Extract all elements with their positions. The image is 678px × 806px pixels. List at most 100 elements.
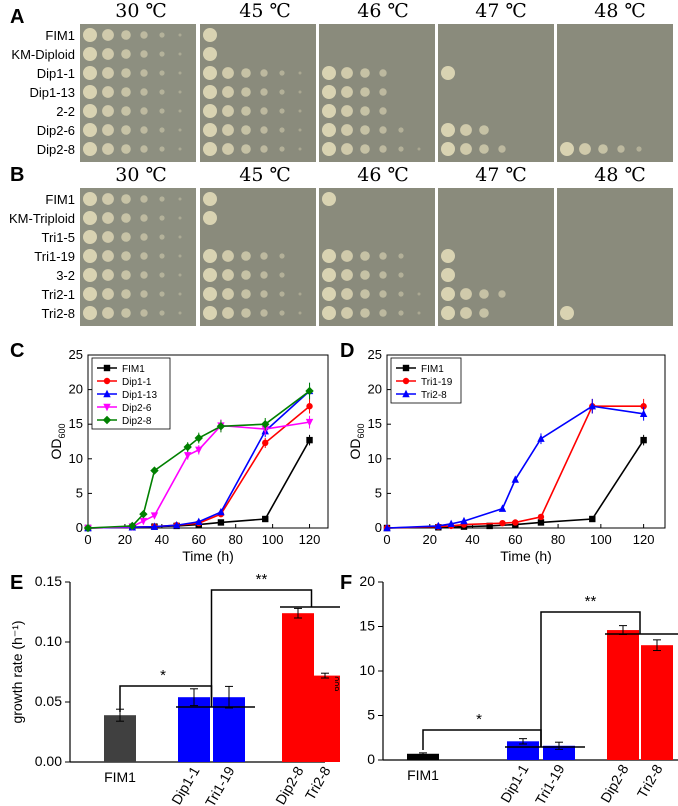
- temp-label: 45 ℃: [239, 164, 291, 186]
- data-point: [103, 377, 111, 385]
- x-tick-label: Tri1-19: [532, 761, 568, 806]
- colony-spot: [322, 66, 336, 80]
- colony-spot: [178, 292, 182, 296]
- colony-spot: [178, 235, 182, 239]
- temp-label: 48 ℃: [594, 164, 646, 186]
- colony-spot: [241, 144, 251, 154]
- colony-spot: [398, 310, 404, 316]
- growth-rate-bar-chart-e: 0.00 0.05 0.10 0.15 growth rate (h⁻¹) FIM1 Dip…: [9, 572, 340, 806]
- strain-label: KM-Triploid: [9, 211, 75, 226]
- legend-label: Dip2-6: [122, 403, 152, 414]
- data-point: [150, 466, 159, 475]
- colony-spot: [102, 143, 114, 155]
- colony-spot: [140, 69, 148, 77]
- x-tick-label: 60: [192, 532, 206, 547]
- y-tick-label: 5: [367, 707, 375, 723]
- agar-plate: [80, 188, 196, 326]
- strain-label: FIM1: [45, 28, 75, 43]
- colony-spot: [83, 66, 97, 80]
- colony-spot: [341, 143, 353, 155]
- significance-mark: **: [585, 593, 597, 610]
- data-point: [195, 446, 203, 455]
- colony-spot: [178, 147, 182, 151]
- data-point: [216, 422, 226, 431]
- strain-label: Dip1-1: [36, 66, 75, 81]
- y-axis-label: OD600: [347, 423, 366, 459]
- colony-spot: [121, 144, 131, 154]
- colony-spot: [298, 71, 302, 75]
- bar: [104, 715, 136, 762]
- colony-spot: [479, 125, 489, 135]
- colony-spot: [360, 68, 370, 78]
- colony-spot: [360, 308, 370, 318]
- colony-spot: [121, 68, 131, 78]
- colony-spot: [102, 67, 114, 79]
- y-axis-subscript: 600: [335, 676, 341, 691]
- plate-images-a: [80, 24, 673, 162]
- colony-spot: [417, 311, 421, 315]
- colony-spot: [121, 251, 131, 261]
- colony-spot: [121, 106, 131, 116]
- colony-spot: [341, 307, 353, 319]
- colony-spot: [102, 307, 114, 319]
- colony-spot: [222, 124, 234, 136]
- colony-spot: [178, 197, 182, 201]
- colony-spot: [279, 89, 285, 95]
- colony-spot: [417, 292, 421, 296]
- colony-spot: [102, 212, 114, 224]
- colony-spot: [159, 89, 165, 95]
- data-point: [434, 521, 443, 530]
- colony-spot: [279, 146, 285, 152]
- colony-spot: [159, 51, 165, 57]
- colony-spot: [260, 69, 268, 77]
- colony-spot: [121, 30, 131, 40]
- colony-spot: [203, 142, 217, 156]
- y-tick-label: 25: [368, 347, 382, 362]
- colony-spot: [341, 250, 353, 262]
- bar: [543, 745, 575, 760]
- colony-spot: [398, 127, 404, 133]
- strain-label: Dip2-6: [36, 123, 75, 138]
- colony-spot: [159, 234, 165, 240]
- colony-spot: [102, 124, 114, 136]
- y-axis-subscript: 600: [356, 423, 366, 438]
- panel-label-f: F: [340, 572, 353, 594]
- colony-spot: [279, 291, 285, 297]
- colony-spot: [83, 192, 97, 206]
- colony-spot: [241, 289, 251, 299]
- series-tri1-19: [383, 398, 647, 532]
- colony-spot: [203, 268, 217, 282]
- x-tick-label: 20: [423, 532, 437, 547]
- x-tick-label: Tri1-19: [202, 763, 238, 806]
- colony-spot: [360, 106, 370, 116]
- colony-spot: [241, 87, 251, 97]
- colony-spot: [260, 88, 268, 96]
- series-line: [386, 439, 645, 529]
- colony-spot: [159, 146, 165, 152]
- colony-spot: [140, 214, 148, 222]
- colony-spot: [360, 125, 370, 135]
- colony-spot: [203, 104, 217, 118]
- colony-spot: [298, 109, 302, 113]
- colony-spot: [203, 47, 217, 61]
- colony-spot: [498, 145, 506, 153]
- significance-bracket: [540, 611, 641, 747]
- colony-spot: [140, 195, 148, 203]
- x-tick-label: 0: [84, 532, 91, 547]
- x-tick-label: Dip2-8: [272, 763, 307, 806]
- y-tick-label: 0: [76, 520, 83, 535]
- data-point: [499, 519, 506, 527]
- plate-images-b: [80, 188, 673, 326]
- data-point: [460, 516, 468, 525]
- colony-spot: [203, 211, 217, 225]
- data-point: [183, 452, 192, 460]
- data-point: [537, 513, 545, 521]
- colony-spot: [140, 309, 148, 317]
- growth-curve-chart-d: 0 20 40 60 80 100 120 0 5 10 15 20 25 Time (h) OD600 FI…: [347, 347, 666, 564]
- data-point: [639, 409, 648, 418]
- strain-label: Tri1-19: [34, 249, 75, 264]
- bar: [607, 630, 639, 760]
- data-point: [402, 377, 410, 385]
- data-point: [306, 436, 313, 444]
- legend-label: Tri2-8: [421, 390, 447, 401]
